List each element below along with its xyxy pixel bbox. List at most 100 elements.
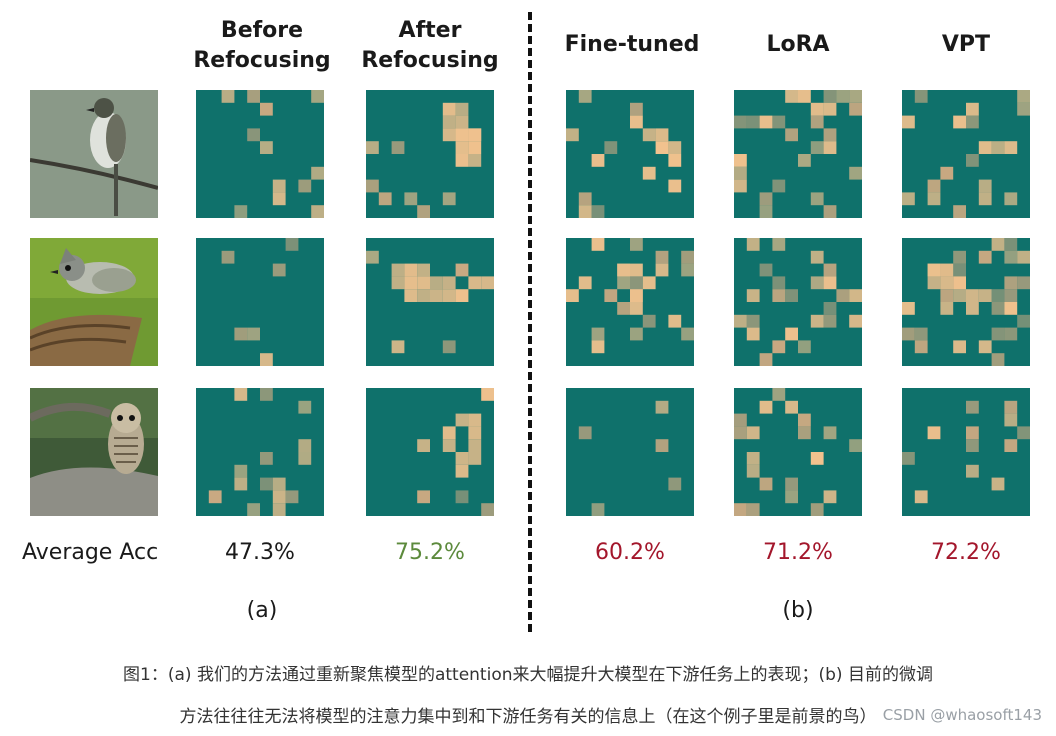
attention-cell bbox=[823, 490, 837, 504]
accuracy-vpt: 72.2% bbox=[931, 540, 1001, 565]
accuracy-finetuned: 60.2% bbox=[595, 540, 665, 565]
attention-cell bbox=[455, 154, 469, 167]
attention-cell bbox=[655, 250, 669, 264]
attention-cell bbox=[849, 289, 862, 302]
attention-cell bbox=[759, 353, 773, 366]
attention-cell bbox=[591, 327, 605, 341]
attention-cell bbox=[953, 276, 966, 290]
attention-cell bbox=[953, 250, 966, 264]
attention-cell bbox=[578, 205, 592, 218]
attention-cell bbox=[810, 115, 824, 129]
attention-cell bbox=[272, 192, 286, 206]
attention-cell bbox=[1004, 439, 1018, 452]
attention-cell bbox=[1004, 250, 1018, 264]
subfigure-label-b: (b) bbox=[782, 598, 814, 623]
attention-cell bbox=[442, 439, 456, 452]
attention-cell bbox=[617, 302, 630, 315]
attention-cell bbox=[455, 128, 469, 142]
attention-cell bbox=[1017, 102, 1030, 116]
attention-cell bbox=[247, 327, 260, 341]
attention-cell bbox=[591, 154, 605, 167]
attention-cell bbox=[221, 250, 235, 264]
attention-cell bbox=[966, 426, 979, 440]
attention-cell bbox=[208, 490, 222, 504]
attention-cell bbox=[798, 90, 811, 103]
attention-cell bbox=[642, 314, 656, 328]
attention-cell bbox=[272, 490, 286, 504]
attention-cell bbox=[311, 166, 324, 180]
attention-cell bbox=[823, 263, 837, 277]
attention-cell bbox=[378, 192, 392, 206]
attention-cell bbox=[734, 115, 747, 129]
attention-cell bbox=[260, 388, 273, 401]
attention-cell bbox=[391, 141, 405, 154]
attention-cell bbox=[468, 439, 482, 452]
attention-cell bbox=[655, 400, 669, 414]
attention-cell bbox=[417, 289, 430, 302]
attention-cell bbox=[442, 340, 456, 354]
attention-heatmap-finetuned-row-1 bbox=[566, 90, 694, 218]
attention-cell bbox=[298, 439, 312, 452]
attention-cell bbox=[759, 205, 773, 218]
attention-heatmap-vpt-row-3 bbox=[902, 388, 1030, 516]
attention-cell bbox=[455, 141, 469, 154]
attention-cell bbox=[940, 166, 954, 180]
attention-cell bbox=[404, 192, 418, 206]
attention-cell bbox=[785, 490, 798, 504]
attention-cell bbox=[798, 340, 811, 354]
attention-cell bbox=[455, 413, 469, 427]
attention-cell bbox=[298, 179, 312, 193]
attention-cell bbox=[953, 205, 966, 218]
attention-cell bbox=[966, 302, 979, 315]
attention-cell bbox=[366, 179, 379, 193]
attention-cell bbox=[668, 179, 682, 193]
attention-cell bbox=[746, 464, 760, 478]
attention-cell bbox=[468, 413, 482, 427]
attention-cell bbox=[772, 179, 786, 193]
attention-cell bbox=[849, 90, 862, 103]
watermark: CSDN @whaosoft143 bbox=[882, 706, 1042, 724]
attention-cell bbox=[798, 413, 811, 427]
attention-cell bbox=[481, 276, 494, 290]
attention-cell bbox=[1017, 426, 1030, 440]
attention-heatmap-after-row-2 bbox=[366, 238, 494, 366]
attention-heatmap-vpt-row-1 bbox=[902, 90, 1030, 218]
attention-cell bbox=[366, 141, 379, 154]
attention-cell bbox=[785, 90, 798, 103]
attention-cell bbox=[734, 314, 747, 328]
attention-cell bbox=[260, 353, 273, 366]
bird-on-branch-photo bbox=[30, 90, 158, 218]
attention-cell bbox=[417, 205, 430, 218]
attention-cell bbox=[642, 128, 656, 142]
attention-cell bbox=[953, 115, 966, 129]
attention-cell bbox=[247, 90, 260, 103]
attention-cell bbox=[991, 353, 1005, 366]
attention-cell bbox=[914, 340, 928, 354]
attention-cell bbox=[978, 179, 992, 193]
attention-cell bbox=[772, 340, 786, 354]
attention-cell bbox=[810, 276, 824, 290]
attention-cell bbox=[566, 289, 579, 302]
attention-cell bbox=[746, 289, 760, 302]
subfigure-label-a: (a) bbox=[246, 598, 278, 623]
attention-cell bbox=[578, 192, 592, 206]
attention-heatmap-before-row-3 bbox=[196, 388, 324, 516]
attention-cell bbox=[247, 128, 260, 142]
attention-cell bbox=[442, 115, 456, 129]
attention-cell bbox=[940, 276, 954, 290]
caption-line-1: 图1：(a) 我们的方法通过重新聚焦模型的attention来大幅提升大模型在下… bbox=[123, 665, 933, 685]
attention-cell bbox=[810, 192, 824, 206]
attention-cell bbox=[823, 102, 837, 116]
attention-cell bbox=[468, 426, 482, 440]
attention-cell bbox=[681, 327, 694, 341]
column-header-before: Before Refocusing bbox=[193, 18, 331, 73]
attention-cell bbox=[668, 314, 682, 328]
attention-cell bbox=[914, 90, 928, 103]
attention-cell bbox=[991, 141, 1005, 154]
attention-cell bbox=[260, 477, 273, 491]
attention-cell bbox=[642, 166, 656, 180]
attention-cell bbox=[630, 115, 643, 129]
attention-heatmap-lora-row-1 bbox=[734, 90, 862, 218]
attention-cell bbox=[823, 426, 837, 440]
attention-cell bbox=[810, 250, 824, 264]
